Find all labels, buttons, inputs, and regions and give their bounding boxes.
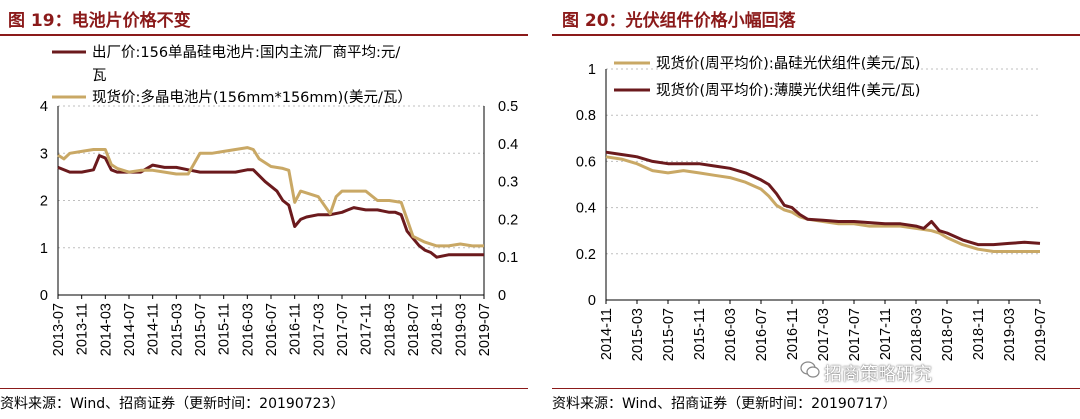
- y2-tick-label: 0.2: [498, 212, 518, 228]
- legend-label-1-cont: 瓦: [92, 68, 107, 84]
- series-line-1: [606, 157, 1040, 252]
- x-tick-label: 2017-07: [335, 303, 351, 356]
- legend-label-1: 现货价(周平均价):晶硅光伏组件(美元/瓦): [656, 55, 920, 72]
- x-tick-label: 2014-03: [98, 303, 114, 356]
- y2-tick-label: 0.5: [498, 99, 518, 115]
- right-chart-svg: 0 0.2 0.4 0.6 0.8 1 2014-11 2015-03 2015-07 2015-…: [552, 0, 1080, 419]
- x-tick-label: 2018-03: [382, 303, 398, 356]
- x-tick-label: 2015-07: [661, 308, 677, 361]
- x-tick-label: 2019-07: [1033, 308, 1049, 361]
- x-tick-label: 2014-11: [146, 303, 162, 355]
- series-line-2: [58, 148, 484, 246]
- source-note: 资料来源：Wind、招商证券（更新时间：20190723）: [0, 393, 344, 413]
- x-tick-label: 2016-03: [240, 303, 256, 356]
- y2-tick-label: 0.3: [498, 175, 518, 191]
- x-tick-label: 2014-11: [599, 308, 615, 360]
- legend-label-2: 现货价(周平均价):薄膜光伏组件(美元/瓦): [656, 82, 920, 99]
- source-note: 资料来源：Wind、招商证券（更新时间：20190717）: [552, 393, 896, 413]
- y-tick-label: 0.2: [576, 247, 596, 263]
- left-chart-panel: 图 19：电池片价格不变 0 1 2 3 4 0 0.1 0.2 0.3 0.4 0.5 2013-0…: [0, 0, 540, 419]
- x-tick-label: 2015-03: [630, 308, 646, 361]
- x-tick-label: 2019-07: [477, 303, 493, 356]
- wechat-icon: [800, 360, 820, 380]
- x-tick-label: 2015-07: [193, 303, 209, 356]
- source-divider: [552, 388, 1080, 389]
- y2-tick-label: 0.4: [498, 137, 518, 153]
- y-tick-label: 1: [588, 62, 596, 78]
- x-tick-label: 2015-11: [217, 303, 233, 355]
- x-tick-label: 2016-07: [754, 308, 770, 361]
- x-tick-label: 2017-11: [359, 303, 375, 355]
- x-tick-label: 2018-07: [406, 303, 422, 356]
- y-tick-label: 0.8: [576, 108, 596, 124]
- y-tick-label: 4: [40, 99, 48, 115]
- x-tick-label: 2019-03: [1002, 308, 1018, 361]
- x-tick-label: 2017-07: [847, 308, 863, 361]
- left-chart-svg: 0 1 2 3 4 0 0.1 0.2 0.3 0.4 0.5 2013-07 2013-11 2014-…: [0, 0, 540, 419]
- x-tick-label: 2019-03: [453, 303, 469, 356]
- x-tick-label: 2018-03: [909, 308, 925, 361]
- watermark: 招商策略研究: [824, 360, 932, 386]
- x-tick-label: 2013-11: [75, 303, 91, 355]
- x-tick-label: 2018-11: [971, 308, 987, 360]
- y2-tick-label: 0.1: [498, 250, 518, 266]
- source-divider: [0, 388, 528, 389]
- legend-label-1: 出厂价:156单晶硅电池片:国内主流厂商平均:元/: [92, 44, 400, 61]
- x-tick-label: 2014-07: [122, 303, 138, 356]
- y-tick-label: 3: [40, 146, 48, 162]
- y-tick-label: 2: [40, 194, 48, 210]
- x-tick-label: 2016-11: [288, 303, 304, 355]
- x-tick-label: 2018-07: [940, 308, 956, 361]
- x-tick-label: 2017-11: [878, 308, 894, 360]
- x-tick-label: 2017-03: [311, 303, 327, 356]
- x-tick-label: 2015-03: [169, 303, 185, 356]
- legend-label-2: 现货价:多晶电池片(156mm*156mm)(美元/瓦）: [92, 89, 412, 106]
- y-tick-label: 0.6: [576, 154, 596, 170]
- x-tick-label: 2017-03: [816, 308, 832, 361]
- x-tick-label: 2016-03: [723, 308, 739, 361]
- y-tick-label: 1: [40, 241, 48, 257]
- x-tick-label: 2018-11: [430, 303, 446, 355]
- x-tick-label: 2016-07: [264, 303, 280, 356]
- x-tick-label: 2013-07: [51, 303, 67, 356]
- y-tick-label: 0.4: [576, 201, 596, 217]
- y-tick-label: 0: [588, 293, 596, 309]
- x-tick-label: 2015-11: [692, 308, 708, 360]
- series-line-2: [606, 152, 1040, 244]
- y2-tick-label: 0: [498, 288, 506, 304]
- right-chart-panel: 图 20：光伏组件价格小幅回落 0 0.2 0.4 0.6 0.8 1 2014-11 201…: [552, 0, 1080, 419]
- x-tick-label: 2016-11: [785, 308, 801, 360]
- y-tick-label: 0: [40, 288, 48, 304]
